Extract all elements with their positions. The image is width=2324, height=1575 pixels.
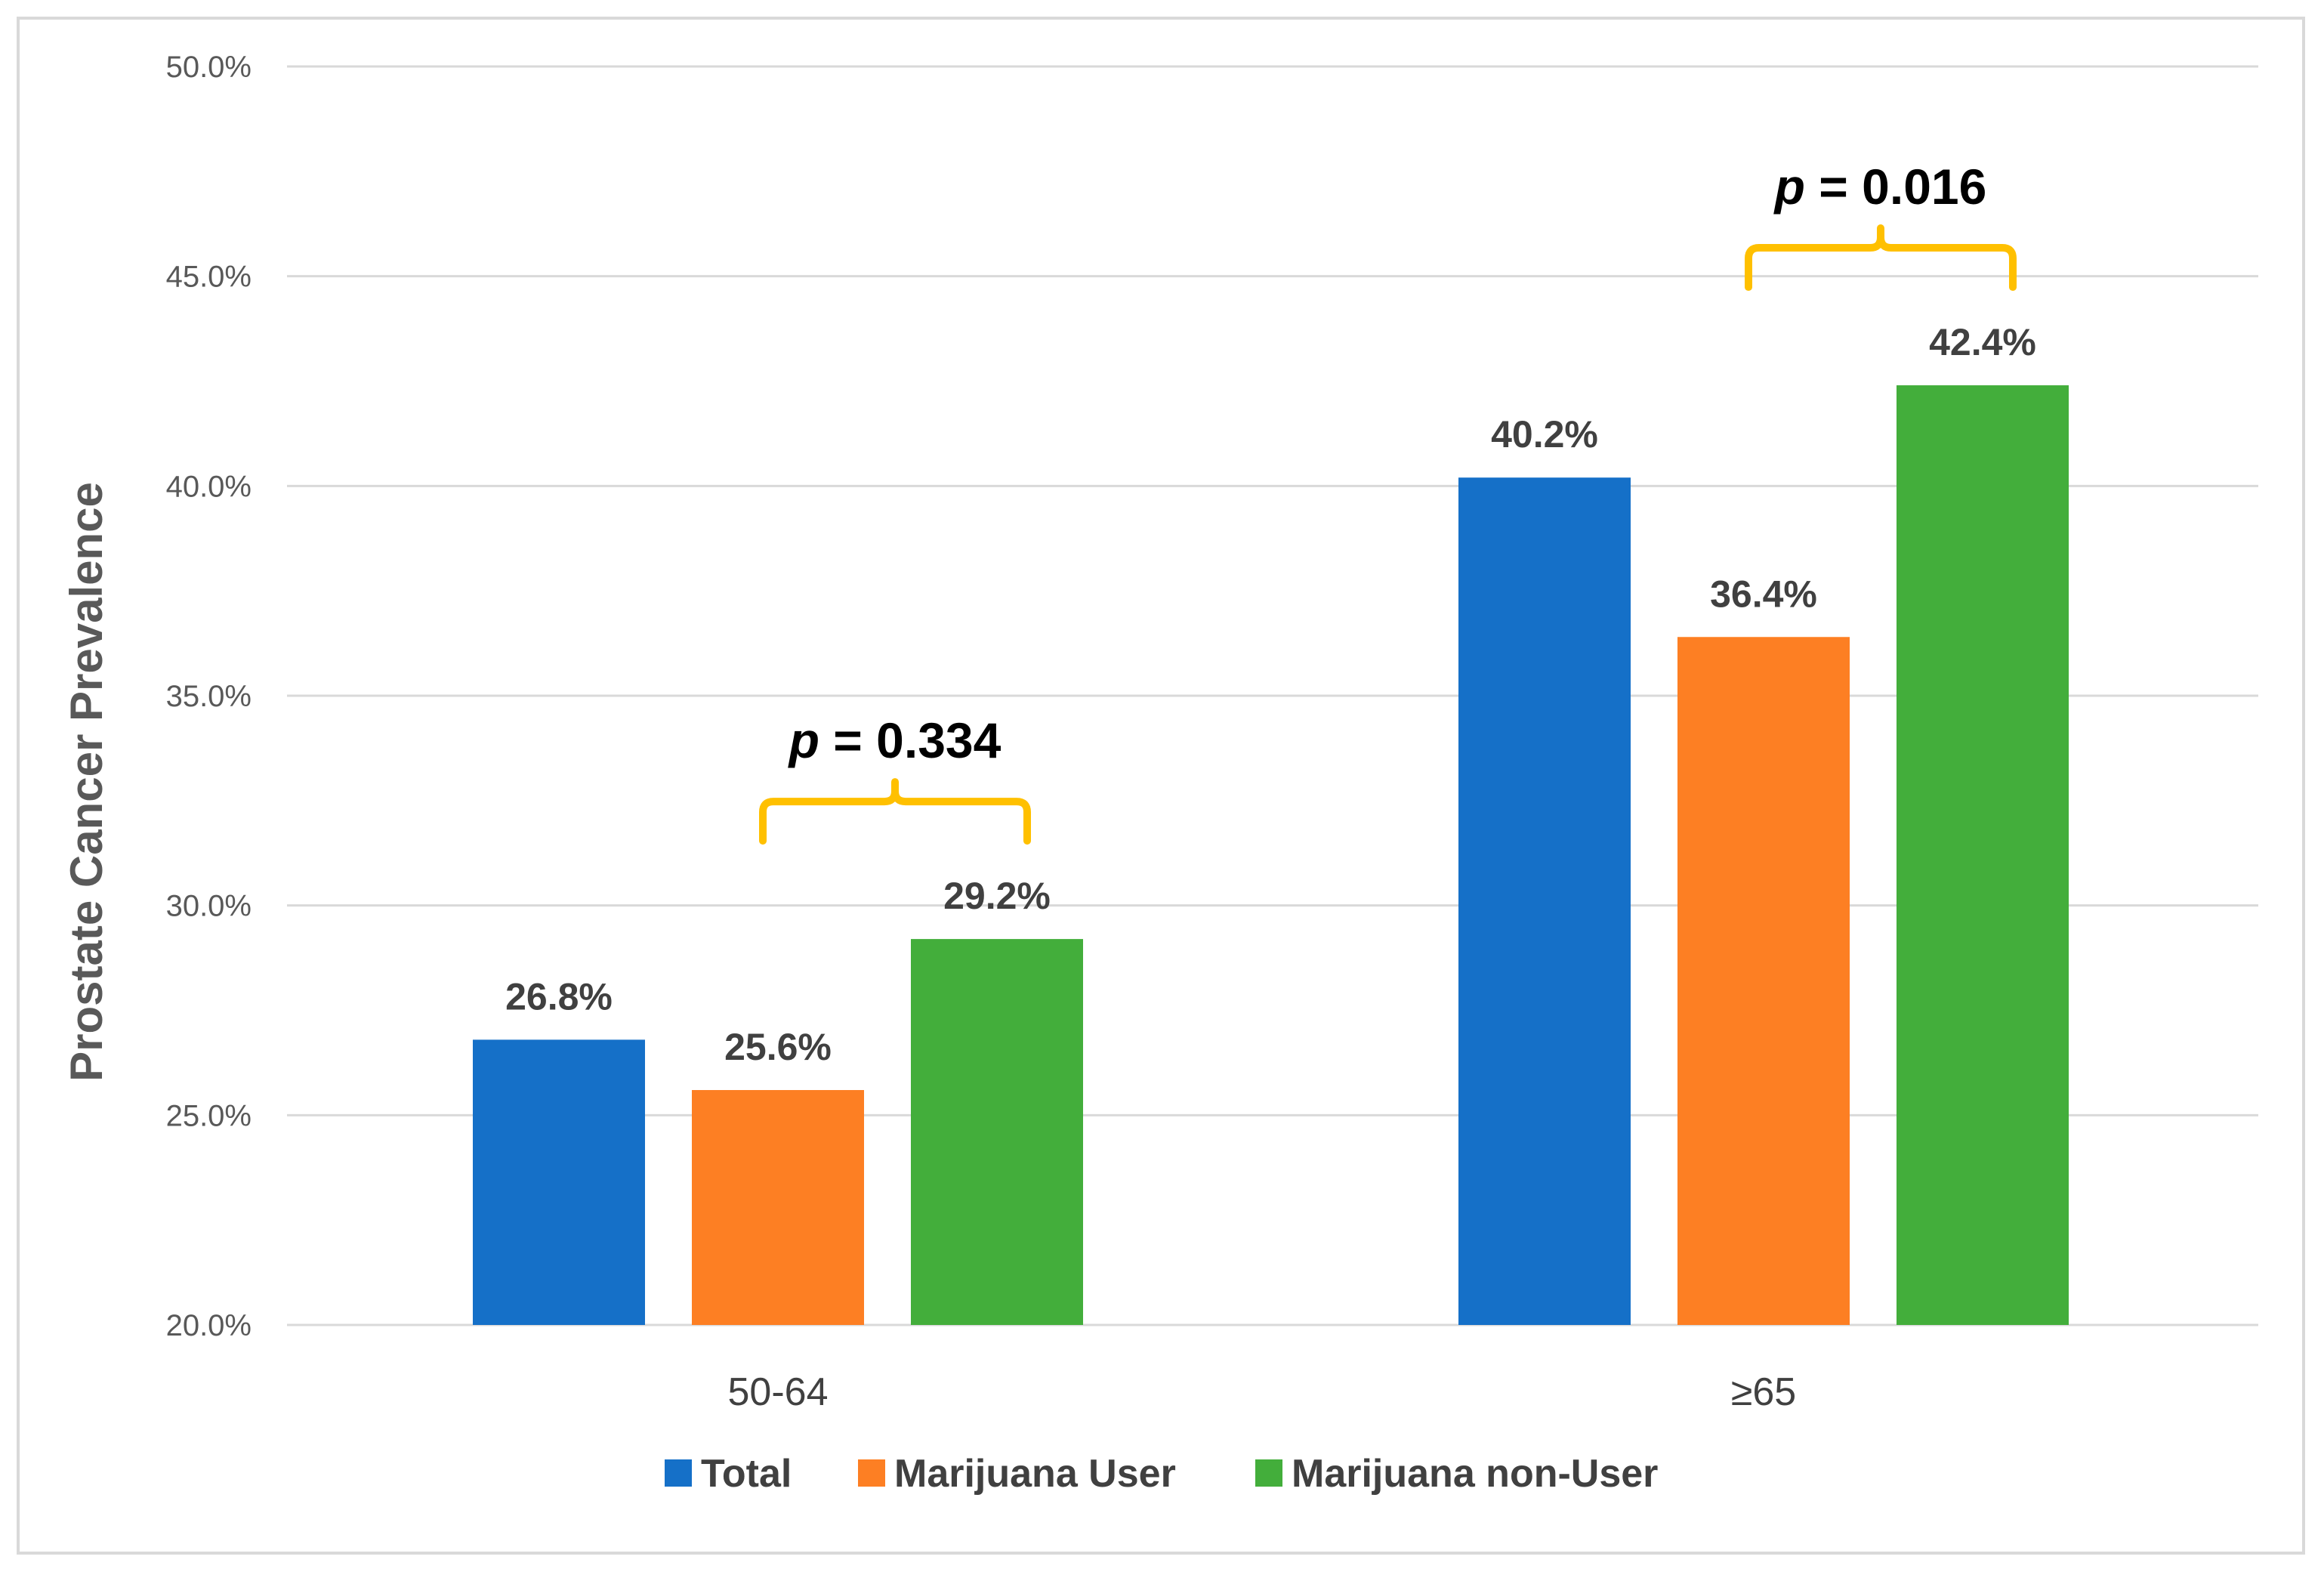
legend-label: Marijuana User: [894, 1452, 1176, 1496]
legend-label: Total: [701, 1452, 792, 1496]
bars: [473, 385, 2069, 1325]
y-tick-label: 35.0%: [166, 680, 252, 713]
legend-item-marijuana-non-user: Marijuana non-User: [1255, 1452, 1658, 1496]
legend-item-marijuana-user: Marijuana User: [858, 1452, 1176, 1496]
x-category-label: ≥65: [1731, 1370, 1796, 1414]
p-value-label: p = 0.016: [1773, 159, 1987, 215]
data-label: 42.4%: [1929, 321, 2036, 363]
y-tick-label: 40.0%: [166, 470, 252, 503]
y-tick-label: 25.0%: [166, 1099, 252, 1132]
bar-marijuana-user-1: [1677, 637, 1850, 1325]
data-label: 25.6%: [724, 1026, 832, 1068]
legend-label: Marijuana non-User: [1292, 1452, 1658, 1496]
y-tick-label: 30.0%: [166, 890, 252, 923]
y-tick-label: 45.0%: [166, 261, 252, 294]
y-axis-ticks: 20.0% 25.0% 30.0% 35.0% 40.0% 45.0% 50.0%: [166, 51, 252, 1342]
legend: Total Marijuana User Marijuana non-User: [665, 1452, 1658, 1496]
significance-bracket: [1745, 224, 2017, 292]
data-labels: 26.8% 25.6% 29.2% 40.2% 36.4% 42.4%: [505, 321, 2036, 1068]
data-label: 40.2%: [1491, 413, 1598, 456]
legend-swatch: [665, 1459, 692, 1487]
p-symbol: p: [788, 712, 819, 768]
p-value-text: = 0.016: [1805, 159, 1986, 215]
x-axis-categories: 50-64 ≥65: [728, 1370, 1797, 1414]
y-tick-label: 20.0%: [166, 1309, 252, 1342]
legend-item-total: Total: [665, 1452, 792, 1496]
bar-total-1: [1458, 477, 1631, 1325]
legend-swatch: [1255, 1459, 1282, 1487]
bar-marijuana-user-0: [692, 1090, 864, 1325]
significance-bracket: [759, 778, 1031, 845]
p-value-text: = 0.334: [819, 712, 1002, 768]
legend-swatch: [858, 1459, 885, 1487]
bar-marijuana-non-user-0: [911, 939, 1083, 1325]
data-label: 36.4%: [1710, 573, 1817, 615]
x-category-label: 50-64: [728, 1370, 829, 1414]
data-label: 26.8%: [505, 975, 613, 1018]
y-axis-title: Prostate Cancer Prevalence: [61, 482, 112, 1082]
p-value-label: p = 0.334: [788, 712, 1002, 768]
bar-total-0: [473, 1039, 645, 1325]
p-symbol: p: [1773, 159, 1805, 215]
bar-marijuana-non-user-1: [1897, 385, 2069, 1325]
data-label: 29.2%: [943, 875, 1051, 917]
y-tick-label: 50.0%: [166, 51, 252, 84]
